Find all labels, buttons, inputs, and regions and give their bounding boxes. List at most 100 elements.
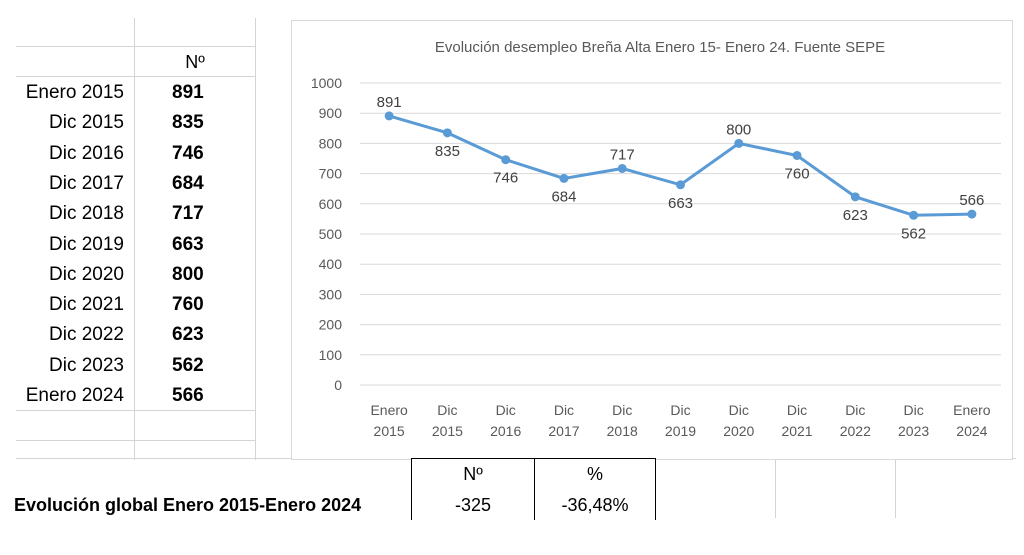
table-row: Dic 2016 746 [16, 139, 256, 169]
row-label: Dic 2016 [49, 142, 124, 164]
x-tick-label-line2: 2015 [374, 423, 405, 439]
row-label: Enero 2024 [25, 385, 124, 406]
row-label: Dic 2022 [49, 324, 124, 346]
x-tick-label: Dic 2022 [840, 402, 871, 439]
chart-svg: Evolución desempleo Breña Alta Enero 15-… [311, 39, 1001, 439]
data-labels: 891 835 746 684 717 663 800 760 623 562 566 [377, 94, 985, 242]
x-tick-label: Dic 2017 [548, 402, 579, 439]
row-value: 891 [172, 82, 204, 103]
data-point [617, 163, 627, 173]
data-label: 663 [668, 195, 693, 212]
x-tick-label: Dic 2018 [607, 402, 638, 439]
x-tick-label: Dic 2020 [723, 402, 754, 439]
y-tick-label: 200 [319, 317, 343, 333]
table-row: Enero 2015 891 [16, 78, 256, 108]
table-row: Dic 2019 663 [16, 230, 256, 260]
x-tick-label: Dic 2021 [781, 402, 812, 439]
row-label: Dic 2021 [49, 294, 124, 316]
data-point [384, 111, 394, 121]
grid-line [255, 18, 256, 460]
row-value: 623 [172, 324, 204, 346]
x-tick-label-line1: Dic [437, 402, 457, 418]
data-label: 717 [610, 146, 635, 163]
table-row: Dic 2021 760 [16, 290, 256, 320]
table-row: Dic 2020 800 [16, 260, 256, 290]
x-tick-label-line1: Dic [729, 402, 749, 418]
grid-line [895, 458, 896, 518]
gridlines [360, 82, 1001, 386]
grid-line [775, 458, 776, 518]
summary-n-header: Nº [411, 458, 535, 491]
grid-line [134, 18, 135, 460]
x-tick-label-line1: Dic [496, 402, 516, 418]
x-tick-label-line2: 2019 [665, 423, 696, 439]
y-tick-label: 800 [319, 135, 343, 151]
x-tick-label: Dic 2015 [432, 402, 463, 439]
x-tick-label: Enero 2024 [953, 402, 991, 439]
x-tick-label-line2: 2023 [898, 423, 929, 439]
x-tick-label-line2: 2018 [607, 423, 638, 439]
row-label: Dic 2020 [49, 263, 124, 285]
data-label: 562 [901, 225, 926, 242]
grid-line [16, 440, 256, 441]
y-tick-label: 900 [319, 105, 343, 121]
row-label: Dic 2018 [49, 203, 124, 225]
row-label: Dic 2019 [49, 233, 124, 255]
row-value: 835 [172, 112, 204, 134]
data-label: 684 [551, 188, 576, 205]
x-tick-label-line2: 2021 [781, 423, 812, 439]
x-tick-label: Dic 2023 [898, 402, 929, 439]
y-tick-label: 300 [319, 286, 343, 302]
x-tick-label-line1: Enero [953, 402, 991, 418]
x-tick-label-line2: 2024 [956, 423, 987, 439]
x-tick-label-line1: Dic [612, 402, 632, 418]
data-point [967, 209, 977, 219]
data-label: 566 [959, 192, 984, 209]
data-label: 800 [726, 121, 751, 138]
table-header-n: Nº [185, 51, 205, 72]
summary-label: Evolución global Enero 2015-Enero 2024 [14, 494, 362, 515]
data-point [792, 150, 802, 160]
row-value: 746 [172, 142, 204, 164]
table-row: Dic 2015 835 [16, 108, 256, 138]
x-tick-label-line1: Dic [670, 402, 690, 418]
data-point [909, 210, 919, 220]
table-row: Dic 2018 717 [16, 199, 256, 229]
row-value: 717 [172, 203, 204, 225]
x-tick-label-line2: 2016 [490, 423, 521, 439]
data-label: 835 [435, 143, 460, 160]
x-tick-label: Enero 2015 [370, 402, 408, 439]
x-tick-label-line1: Dic [554, 402, 574, 418]
data-label: 891 [377, 94, 402, 111]
data-point [850, 192, 860, 202]
summary-n-value: -325 [411, 490, 535, 520]
data-point [559, 173, 569, 183]
grid-line [16, 76, 256, 77]
grid-line [16, 46, 256, 47]
row-label: Dic 2023 [49, 354, 124, 376]
table-row: Dic 2023 562 [16, 351, 256, 381]
x-tick-label-line1: Dic [903, 402, 923, 418]
y-axis-ticks: 0 100 200 300 400 500 600 700 800 900 1000 [311, 75, 342, 393]
row-value: 760 [172, 294, 204, 316]
x-tick-label-line1: Dic [845, 402, 865, 418]
data-points [384, 111, 977, 220]
row-label: Enero 2015 [25, 82, 124, 103]
table-row: Dic 2022 623 [16, 320, 256, 350]
summary-pct-value: -36,48% [534, 490, 656, 520]
row-value: 800 [172, 263, 204, 285]
x-tick-label: Dic 2019 [665, 402, 696, 439]
y-tick-label: 100 [319, 347, 343, 363]
row-label: Dic 2017 [49, 172, 124, 194]
grid-line [16, 410, 256, 411]
data-point [734, 138, 744, 148]
y-tick-label: 600 [319, 196, 343, 212]
x-tick-label-line1: Enero [370, 402, 408, 418]
data-label: 623 [843, 207, 868, 224]
y-tick-label: 0 [334, 377, 342, 393]
x-tick-label-line1: Dic [787, 402, 807, 418]
line-chart: Evolución desempleo Breña Alta Enero 15-… [291, 20, 1013, 460]
data-label: 746 [493, 170, 518, 187]
row-label: Dic 2015 [49, 112, 124, 134]
